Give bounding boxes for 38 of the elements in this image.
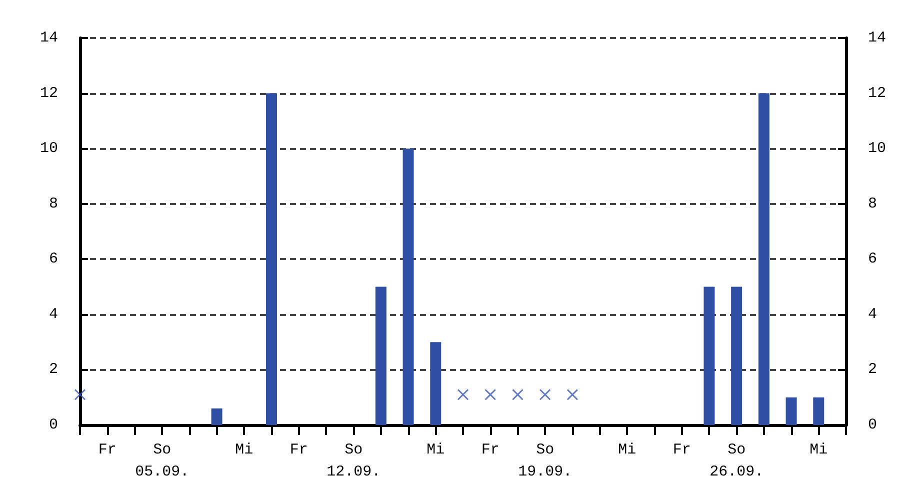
- y2-tick-label: 4: [868, 306, 878, 323]
- y-tick-label: 14: [40, 30, 58, 46]
- bar: [402, 148, 414, 425]
- x-tick-label: Fr: [481, 442, 500, 458]
- y-tick-label: 4: [48, 306, 58, 323]
- y-tick-label: 12: [40, 84, 58, 102]
- bar: [211, 408, 222, 425]
- y-tick-label: 2: [48, 361, 58, 378]
- y2-tick-label: 14: [868, 30, 886, 46]
- bar: [758, 93, 770, 425]
- y2-tick-label: 6: [868, 250, 878, 268]
- x-tick-label: So 05.09.: [135, 442, 190, 480]
- bar: [375, 286, 386, 425]
- x-tick-label: Fr: [672, 442, 691, 458]
- y-tick-label: 0: [48, 416, 58, 434]
- bar: [813, 397, 824, 425]
- bar: [430, 342, 442, 425]
- x-tick-label: Mi: [235, 442, 254, 458]
- y2-tick-label: 12: [868, 84, 886, 102]
- y2-tick-label: 10: [868, 140, 886, 158]
- bar: [266, 93, 277, 425]
- x-tick-label: Mi: [426, 442, 445, 458]
- y2-tick-label: 0: [868, 416, 878, 434]
- y2-tick-label: 8: [868, 195, 878, 212]
- x-tick-label: Mi: [618, 442, 636, 458]
- x-tick-label: Mi: [810, 442, 828, 458]
- x-tick-label: Fr: [290, 442, 308, 458]
- bar: [731, 286, 742, 425]
- y-tick-label: 6: [48, 250, 58, 268]
- x-tick-label: So 26.09.: [710, 442, 764, 480]
- y-tick-label: 8: [48, 195, 58, 212]
- x-tick-label: So 12.09.: [326, 442, 381, 480]
- bar: [786, 397, 797, 425]
- x-tick-label: So 19.09.: [518, 442, 572, 480]
- x-tick-label: Fr: [98, 442, 116, 458]
- bar: [704, 286, 715, 425]
- y2-tick-label: 2: [868, 361, 878, 378]
- y-tick-label: 10: [40, 140, 58, 158]
